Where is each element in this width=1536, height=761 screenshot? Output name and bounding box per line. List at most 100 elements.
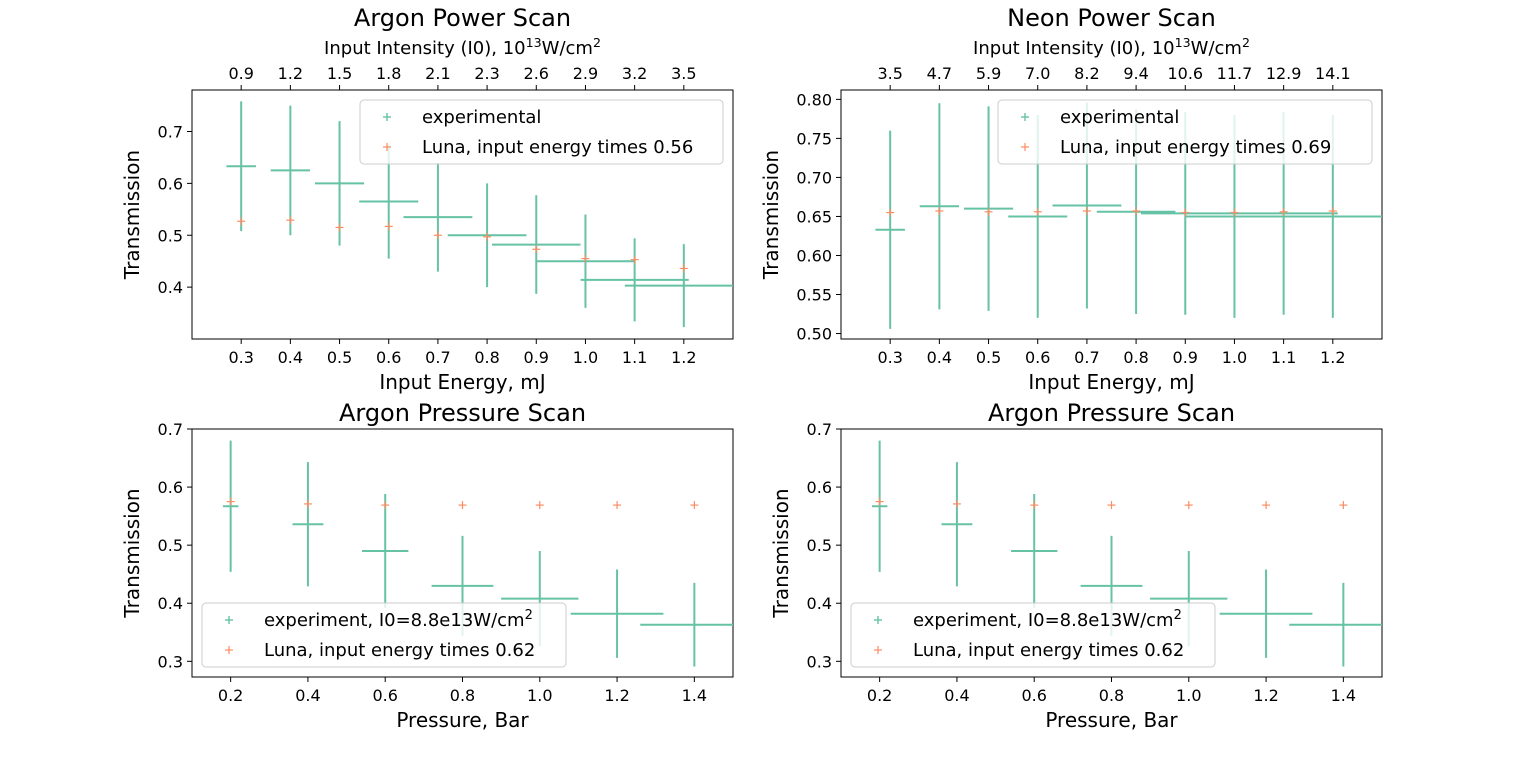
luna-point xyxy=(226,497,235,506)
top-tick-label: 4.7 xyxy=(927,64,952,83)
y-axis-label: Transmission xyxy=(120,488,144,618)
luna-point xyxy=(1132,206,1141,215)
x-tick-label: 0.7 xyxy=(1074,348,1099,367)
x-tick-label: 1.2 xyxy=(1320,348,1345,367)
luna-point xyxy=(1184,501,1193,510)
top-axis-label: Input Intensity (I0), 1013W/cm2 xyxy=(324,35,601,59)
chart-title: Argon Pressure Scan xyxy=(988,399,1235,427)
legend: experiment, I0=8.8e13W/cm2 Luna, input en… xyxy=(850,602,1216,668)
legend: experimental Luna, input energy times 0.6… xyxy=(997,99,1373,165)
y-tick-label: 0.6 xyxy=(158,174,183,193)
x-tick-label: 0.5 xyxy=(976,348,1001,367)
top-tick-label: 10.6 xyxy=(1167,64,1203,83)
x-tick-label: 1.0 xyxy=(1176,686,1201,705)
luna-point xyxy=(1262,501,1271,510)
top-tick-label: 5.9 xyxy=(976,64,1001,83)
luna-point xyxy=(1181,208,1190,217)
luna-point xyxy=(1279,207,1288,216)
x-tick-label: 1.0 xyxy=(573,348,598,367)
legend-label: experiment, I0=8.8e13W/cm2 xyxy=(264,608,533,631)
x-tick-label: 1.4 xyxy=(682,686,707,705)
legend: experimental Luna, input energy times 0.5… xyxy=(359,99,724,165)
y-tick-label: 0.65 xyxy=(796,207,832,226)
experimental-point xyxy=(270,105,311,236)
x-tick-label: 0.8 xyxy=(1123,348,1148,367)
top-tick-label: 11.7 xyxy=(1217,64,1253,83)
top-tick-label: 8.2 xyxy=(1074,64,1099,83)
luna-point xyxy=(535,501,544,510)
top-tick-label: 3.5 xyxy=(671,64,696,83)
chart-neon-power: Neon Power Scan Input Intensity (I0), 101… xyxy=(759,4,1383,394)
x-tick-label: 1.2 xyxy=(604,686,629,705)
x-tick-label: 0.2 xyxy=(867,686,892,705)
luna-point xyxy=(630,255,639,264)
y-tick-label: 0.6 xyxy=(807,478,832,497)
x-tick-label: 0.3 xyxy=(228,348,253,367)
y-axis-label: Transmission xyxy=(769,488,793,618)
x-axis-label: Input Energy, mJ xyxy=(379,370,545,394)
x-tick-label: 0.9 xyxy=(524,348,549,367)
x-axis-label: Input Energy, mJ xyxy=(1028,370,1194,394)
top-tick-label: 2.1 xyxy=(425,64,450,83)
y-tick-label: 0.7 xyxy=(158,420,183,439)
experimental-point xyxy=(919,103,960,310)
y-tick-label: 0.5 xyxy=(807,536,832,555)
top-tick-label: 1.5 xyxy=(327,64,352,83)
plot-frame xyxy=(840,89,1383,340)
luna-point xyxy=(1033,207,1042,216)
luna-point xyxy=(532,245,541,254)
x-tick-label: 0.8 xyxy=(450,686,475,705)
experimental-point xyxy=(222,440,239,572)
experimental-point xyxy=(640,582,733,667)
y-tick-label: 0.55 xyxy=(796,286,832,305)
luna-point xyxy=(335,223,344,232)
top-axis-label: Input Intensity (I0), 1013W/cm2 xyxy=(973,35,1250,59)
legend-box xyxy=(850,602,1216,668)
experimental-point xyxy=(871,440,888,572)
top-tick-label: 3.5 xyxy=(877,64,902,83)
chart-title: Argon Pressure Scan xyxy=(339,399,586,427)
legend-label: Luna, input energy times 0.62 xyxy=(913,640,1184,661)
x-tick-label: 0.8 xyxy=(1099,686,1124,705)
legend-box xyxy=(997,99,1373,165)
legend-box xyxy=(359,99,724,165)
luna-point xyxy=(679,264,688,273)
legend-label: experimental xyxy=(1060,107,1179,128)
x-tick-label: 0.4 xyxy=(927,348,952,367)
y-tick-label: 0.60 xyxy=(796,246,832,265)
x-tick-label: 0.7 xyxy=(425,348,450,367)
x-tick-label: 0.9 xyxy=(1173,348,1198,367)
top-tick-label: 14.1 xyxy=(1315,64,1351,83)
luna-point xyxy=(581,254,590,263)
top-tick-label: 2.3 xyxy=(474,64,499,83)
x-tick-label: 0.6 xyxy=(1025,348,1050,367)
x-axis-label: Pressure, Bar xyxy=(1045,708,1178,732)
luna-point xyxy=(886,208,895,217)
y-axis-label: Transmission xyxy=(759,150,783,280)
luna-point xyxy=(984,207,993,216)
x-tick-label: 0.5 xyxy=(327,348,352,367)
luna-point xyxy=(875,497,884,506)
x-tick-label: 1.0 xyxy=(1222,348,1247,367)
top-tick-label: 3.2 xyxy=(622,64,647,83)
x-tick-label: 1.0 xyxy=(527,686,552,705)
top-tick-label: 1.8 xyxy=(376,64,401,83)
legend-label: Luna, input energy times 0.56 xyxy=(422,137,693,158)
legend-box xyxy=(201,602,567,668)
luna-point xyxy=(935,206,944,215)
top-tick-label: 0.9 xyxy=(228,64,253,83)
y-tick-label: 0.4 xyxy=(158,278,183,297)
x-tick-label: 1.4 xyxy=(1331,686,1356,705)
y-tick-label: 0.3 xyxy=(807,652,832,671)
experimental-point xyxy=(580,238,689,322)
y-tick-label: 0.7 xyxy=(158,123,183,142)
chart-argon-pressure-left: Argon Pressure Scan 0.2 0.4 0.6 0.8 1.0 1.2 1.4… xyxy=(120,399,734,732)
y-axis-label: Transmission xyxy=(120,150,144,280)
chart-title: Neon Power Scan xyxy=(1007,4,1216,32)
x-tick-label: 1.1 xyxy=(1271,348,1296,367)
y-tick-label: 0.80 xyxy=(796,90,832,109)
luna-point xyxy=(381,501,390,510)
plot-frame xyxy=(191,89,734,340)
luna-point xyxy=(690,501,699,510)
luna-point xyxy=(1082,206,1091,215)
